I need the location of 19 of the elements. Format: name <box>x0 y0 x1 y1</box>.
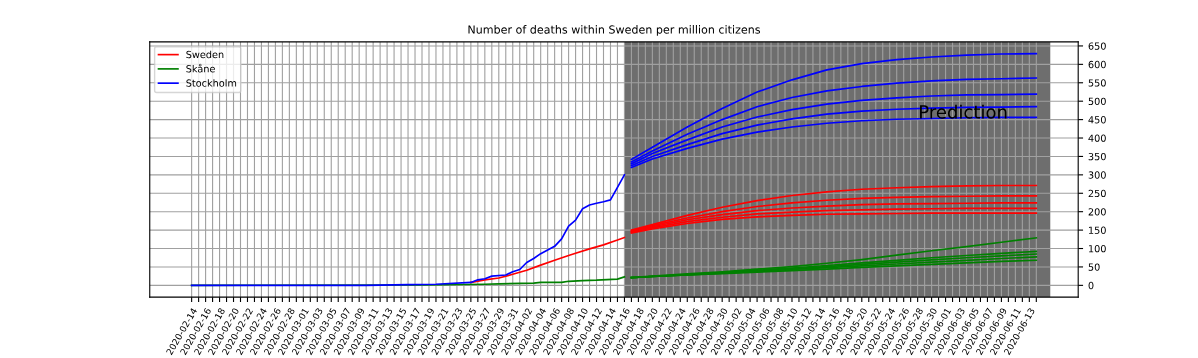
y-tick-label: 150 <box>1088 226 1106 234</box>
legend-label: Skåne <box>186 63 215 73</box>
legend-label: Stockholm <box>186 79 237 87</box>
y-tick-label: 100 <box>1088 245 1106 253</box>
y-tick-label: 300 <box>1088 171 1106 179</box>
y-tick-label: 400 <box>1088 134 1106 142</box>
y-tick-label: 550 <box>1088 79 1106 87</box>
y-tick-label: 250 <box>1088 189 1106 198</box>
chart-title: Number of deaths within Sweden per million citizens <box>468 25 761 36</box>
y-tick-label: 500 <box>1088 97 1106 106</box>
y-tick-label: 50 <box>1088 263 1100 271</box>
band-label: Prediction <box>920 104 1007 119</box>
y-tick-label: 450 <box>1088 116 1106 124</box>
legend-label: Sweden <box>186 50 224 59</box>
y-tick-label: 0 <box>1088 281 1094 290</box>
y-tick-label: 650 <box>1088 42 1106 50</box>
y-tick-label: 600 <box>1088 60 1106 69</box>
y-tick-label: 350 <box>1088 152 1106 161</box>
y-tick-label: 200 <box>1088 208 1106 216</box>
